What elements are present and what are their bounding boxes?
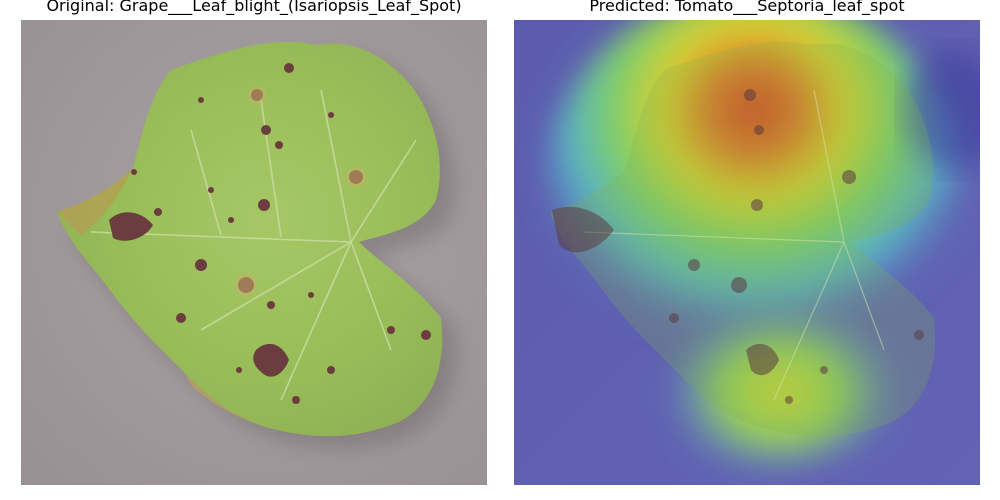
predicted-image-title: Predicted: Tomato___Septoria_leaf_spot [589,0,905,15]
gradcam-heatmap-image [514,20,980,485]
leaf-shape [57,41,443,437]
original-leaf-image [21,20,487,485]
original-image-title: Original: Grape___Leaf_blight_(Isariopsi… [46,0,462,15]
